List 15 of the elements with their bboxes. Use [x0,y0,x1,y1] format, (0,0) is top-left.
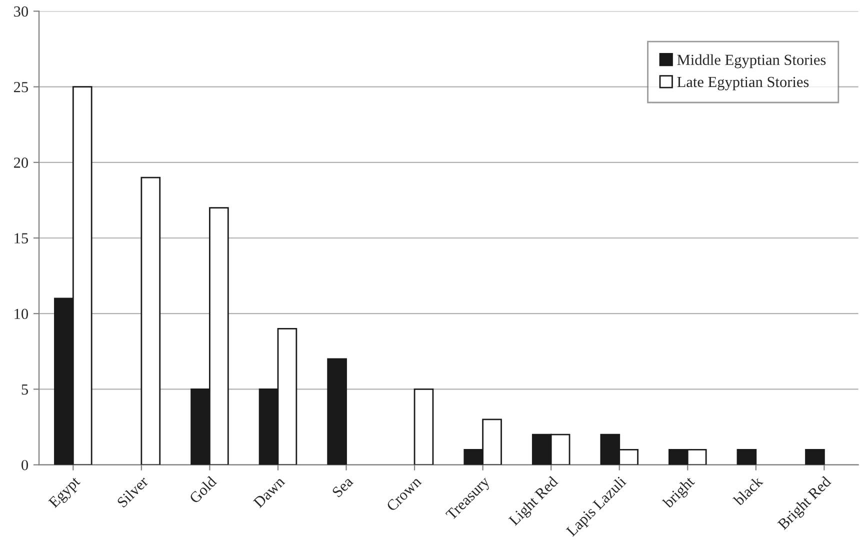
bar [805,448,825,465]
y-tick-label: 10 [14,308,28,320]
y-tick-label: 0 [22,460,28,470]
bar [414,388,434,465]
y-tick-label: 5 [22,384,28,395]
bar [327,358,347,465]
y-tick-label: 30 [14,6,28,17]
y-tick-label: 20 [14,158,28,168]
y-tick-label: 25 [14,82,28,92]
legend-label: Late Egyptian Stories [677,76,809,90]
x-tick-label: Sea [332,476,354,498]
legend-label: Middle Egyptian Stories [677,54,826,68]
bar [140,176,161,465]
bar [736,448,757,465]
y-tick-label: 15 [14,233,28,244]
